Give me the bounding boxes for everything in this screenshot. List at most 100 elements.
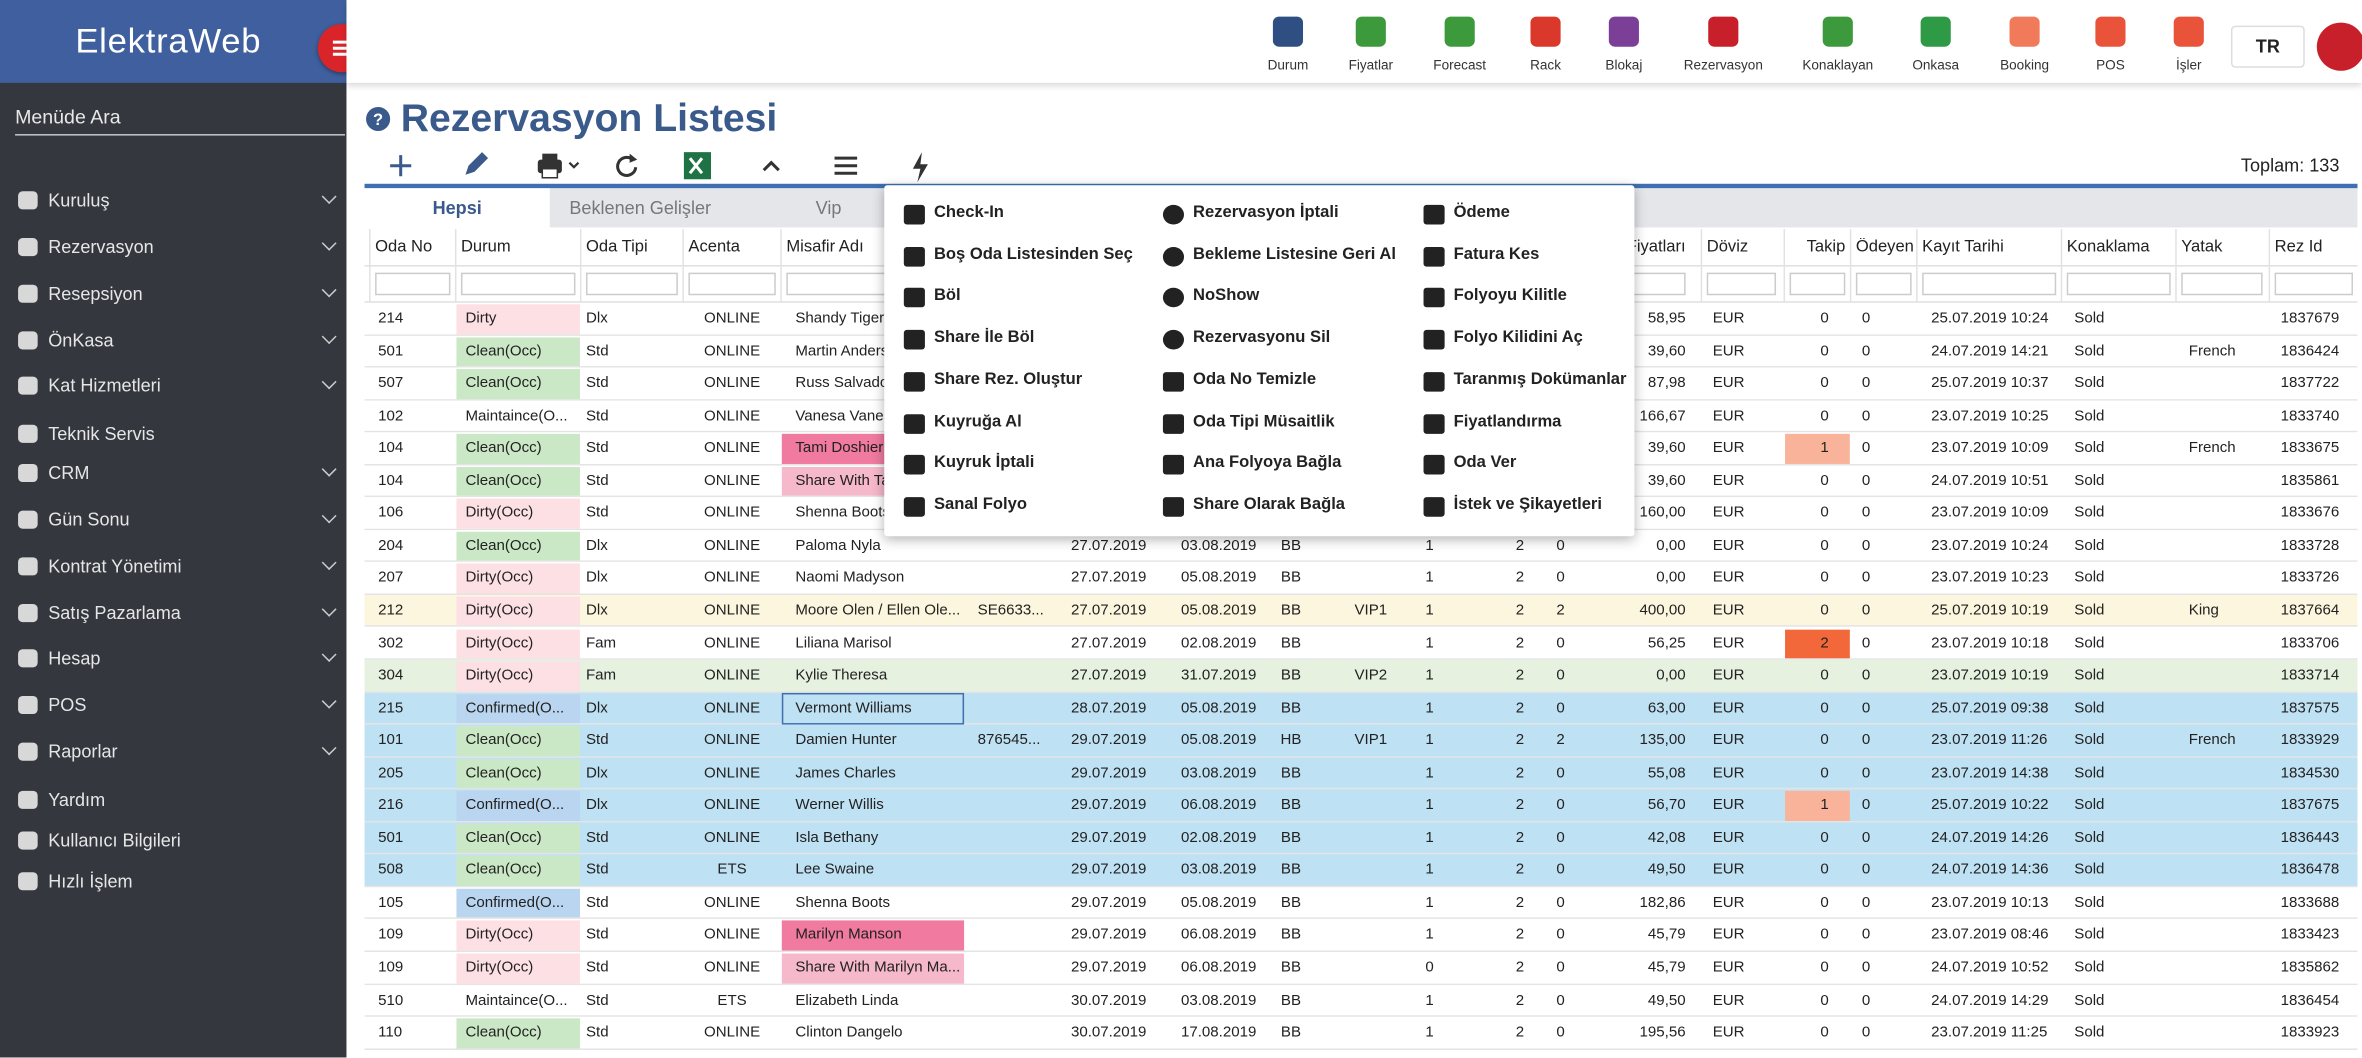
menu-item[interactable]: POS: [48, 694, 86, 715]
menu-item[interactable]: Kuruluş: [48, 190, 109, 211]
menu-item[interactable]: Hesap: [48, 648, 100, 669]
column-header[interactable]: Kayıt Tarihi: [1918, 238, 2061, 256]
sidebar-search[interactable]: Menüde Ara: [15, 105, 345, 135]
table-cell: ONLINE: [684, 660, 780, 692]
menu-action[interactable]: Ana Folyoya Bağla: [1193, 454, 1341, 472]
filter-input[interactable]: [688, 273, 775, 296]
column-header[interactable]: Oda No: [371, 238, 455, 256]
nav-icon[interactable]: [1530, 17, 1560, 47]
menu-item[interactable]: Teknik Servis: [48, 423, 154, 444]
action-button[interactable]: [913, 152, 928, 182]
menu-action[interactable]: Kuyruğa Al: [934, 412, 1022, 430]
nav-icon[interactable]: [1823, 17, 1853, 47]
menu-action[interactable]: Oda Tipi Müsaitlik: [1193, 412, 1335, 430]
filter-input[interactable]: [1707, 273, 1776, 296]
menu-action[interactable]: Folyoyu Kilitle: [1454, 287, 1567, 305]
table-cell: SE6633...: [972, 595, 1055, 627]
table-cell: 182,86: [1604, 887, 1690, 919]
menu-action[interactable]: Kuyruk İptali: [934, 454, 1034, 472]
list-button[interactable]: [835, 158, 858, 173]
table-cell: 24.07.2019 14:21: [1918, 335, 2061, 367]
table-cell: 2: [1499, 822, 1541, 854]
filter-input[interactable]: [375, 273, 450, 296]
refresh-button[interactable]: [618, 154, 638, 176]
tab[interactable]: Hepsi: [365, 188, 550, 227]
edit-button[interactable]: [465, 152, 488, 175]
menu-item[interactable]: CRM: [48, 462, 89, 483]
menu-item[interactable]: Resepsiyon: [48, 283, 142, 304]
nav-icon[interactable]: [2095, 17, 2125, 47]
table-cell: Damien Hunter: [782, 725, 964, 757]
filter-input[interactable]: [1790, 273, 1846, 296]
column-header[interactable]: Ödeyen: [1851, 238, 1916, 256]
nav-icon[interactable]: [1708, 17, 1738, 47]
column-header[interactable]: Oda Tipi: [581, 238, 682, 256]
menu-item[interactable]: Hızlı İşlem: [48, 871, 132, 892]
excel-button[interactable]: [684, 152, 711, 179]
column-header[interactable]: Konaklama: [2062, 238, 2175, 256]
menu-item[interactable]: Gün Sonu: [48, 509, 129, 530]
menu-action[interactable]: Share Olarak Bağla: [1193, 495, 1345, 513]
menu-action[interactable]: NoShow: [1193, 287, 1259, 305]
menu-action[interactable]: Ödeme: [1454, 203, 1510, 221]
menu-action[interactable]: İstek ve Şikayetleri: [1454, 495, 1602, 513]
menu-action[interactable]: Taranmış Dokümanlar: [1454, 370, 1627, 388]
nav-icon[interactable]: [1356, 17, 1386, 47]
menu-action[interactable]: Oda No Temizle: [1193, 370, 1316, 388]
menu-action[interactable]: Fiyatlandırma: [1454, 412, 1562, 430]
menu-item[interactable]: Kontrat Yönetimi: [48, 556, 181, 577]
menu-action[interactable]: Share Rez. Oluştur: [934, 370, 1082, 388]
menu-item[interactable]: Satış Pazarlama: [48, 603, 181, 624]
filter-input[interactable]: [2181, 273, 2262, 296]
table-cell: Fam: [581, 627, 682, 659]
table-cell: Kylie Theresa: [782, 660, 964, 692]
column-header[interactable]: Durum: [456, 238, 580, 256]
menu-item[interactable]: ÖnKasa: [48, 330, 113, 351]
menu-action[interactable]: Folyo Kilidini Aç: [1454, 329, 1583, 347]
nav-icon[interactable]: [1273, 17, 1303, 47]
nav-label[interactable]: İşler: [2129, 57, 2250, 72]
nav-icon[interactable]: [1445, 17, 1475, 47]
nav-icon[interactable]: [2174, 17, 2204, 47]
table-cell: 23.07.2019 10:25: [1918, 400, 2061, 432]
table-cell: Dirty(Occ): [456, 920, 580, 952]
column-header[interactable]: Rez Id: [2270, 238, 2357, 256]
nav-icon[interactable]: [2010, 17, 2040, 47]
table-cell: 0: [1851, 757, 1916, 789]
menu-action[interactable]: Rezervasyonu Sil: [1193, 329, 1330, 347]
menu-item[interactable]: Kullanıcı Bilgileri: [48, 830, 181, 851]
column-header[interactable]: Takip: [1785, 238, 1850, 256]
menu-action[interactable]: Rezervasyon İptali: [1193, 203, 1339, 221]
table-cell: EUR: [1702, 984, 1780, 1016]
menu-action[interactable]: Fatura Kes: [1454, 245, 1540, 263]
filter-input[interactable]: [2067, 273, 2171, 296]
menu-item[interactable]: Rezervasyon: [48, 237, 153, 258]
menu-item[interactable]: Kat Hizmetleri: [48, 375, 161, 396]
menu-action[interactable]: Check-In: [934, 203, 1004, 221]
tab[interactable]: Beklenen Gelişler: [550, 188, 731, 227]
menu-item[interactable]: Raporlar: [48, 741, 117, 762]
menu-action[interactable]: Böl: [934, 287, 961, 305]
menu-action[interactable]: Sanal Folyo: [934, 495, 1027, 513]
column-header[interactable]: Acenta: [684, 238, 780, 256]
filter-input[interactable]: [2275, 273, 2353, 296]
collapse-button[interactable]: [764, 163, 779, 171]
column-header[interactable]: Döviz: [1702, 238, 1780, 256]
filter-input[interactable]: [1922, 273, 2056, 296]
nav-icon[interactable]: [1609, 17, 1639, 47]
print-button[interactable]: [538, 154, 579, 178]
menu-item[interactable]: Yardım: [48, 789, 105, 810]
table-cell: Sold: [2062, 595, 2175, 627]
menu-action[interactable]: Oda Ver: [1454, 454, 1517, 472]
menu-action[interactable]: Share İle Böl: [934, 329, 1034, 347]
menu-action[interactable]: Bekleme Listesine Geri Al: [1193, 245, 1396, 263]
filter-input[interactable]: [461, 273, 575, 296]
add-button[interactable]: [390, 155, 411, 176]
filter-input[interactable]: [1856, 273, 1912, 296]
nav-icon[interactable]: [1921, 17, 1951, 47]
menu-action[interactable]: Boş Oda Listesinden Seç: [934, 245, 1133, 263]
filter-input[interactable]: [586, 273, 678, 296]
nav-label[interactable]: Rezervasyon: [1663, 57, 1784, 72]
column-header[interactable]: Yatak: [2177, 238, 2267, 256]
user-avatar[interactable]: [2317, 23, 2362, 71]
